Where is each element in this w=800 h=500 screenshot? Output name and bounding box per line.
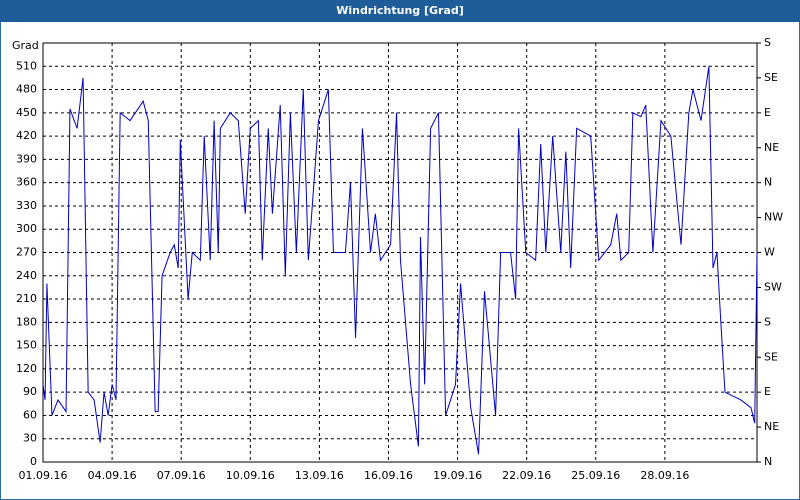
x-tick-label: 01.09.16: [19, 469, 68, 482]
x-tick-label: 28.09.16: [640, 469, 689, 482]
y-tick-label: 60: [23, 408, 37, 421]
chart-title: Windrichtung [Grad]: [336, 4, 464, 17]
x-tick-label: 16.09.16: [364, 469, 413, 482]
y2-tick-label: S: [764, 315, 771, 328]
x-tick-label: 04.09.16: [88, 469, 137, 482]
y2-tick-label: E: [764, 106, 771, 119]
y-tick-label: 480: [16, 83, 37, 96]
y2-tick-label: SE: [764, 350, 778, 363]
y2-tick-label: N: [764, 176, 772, 189]
y2-tick-label: E: [764, 385, 771, 398]
y2-tick-label: NW: [764, 211, 783, 224]
y-tick-label: 330: [16, 199, 37, 212]
y-tick-label: 270: [16, 246, 37, 259]
y-tick-label: 510: [16, 59, 37, 72]
y-tick-label: 180: [16, 315, 37, 328]
y2-tick-label: SW: [764, 280, 782, 293]
y-tick-label: 360: [16, 176, 37, 189]
y-tick-label: 450: [16, 106, 37, 119]
y-tick-label: 0: [30, 455, 37, 468]
title-bar: [0, 0, 800, 22]
y-tick-label: 390: [16, 152, 37, 165]
y-axis-label: Grad: [12, 39, 39, 52]
y-tick-label: 150: [16, 339, 37, 352]
x-tick-label: 25.09.16: [571, 469, 620, 482]
y-tick-label: 90: [23, 385, 37, 398]
y-tick-label: 420: [16, 129, 37, 142]
x-tick-label: 19.09.16: [433, 469, 482, 482]
y2-tick-label: NE: [764, 420, 779, 433]
x-tick-label: 13.09.16: [295, 469, 344, 482]
x-tick-label: 10.09.16: [226, 469, 275, 482]
x-tick-label: 22.09.16: [502, 469, 551, 482]
y2-tick-label: NE: [764, 141, 779, 154]
y-tick-label: 30: [23, 432, 37, 445]
y2-tick-label: S: [764, 36, 771, 49]
x-tick-label: 07.09.16: [157, 469, 206, 482]
data-line: [42, 66, 758, 455]
y-tick-label: 300: [16, 222, 37, 235]
y2-tick-label: N: [764, 455, 772, 468]
y-tick-label: 120: [16, 362, 37, 375]
y2-tick-label: W: [764, 246, 775, 259]
y-tick-label: 210: [16, 292, 37, 305]
y2-tick-label: SE: [764, 71, 778, 84]
y-tick-label: 240: [16, 269, 37, 282]
